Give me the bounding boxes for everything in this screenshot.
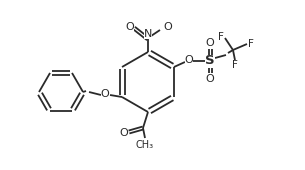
Text: O: O: [101, 89, 109, 99]
Text: F: F: [218, 32, 224, 42]
Text: N: N: [144, 29, 152, 39]
Text: CH₃: CH₃: [136, 140, 154, 150]
Text: O: O: [120, 128, 128, 138]
Text: F: F: [232, 60, 238, 70]
Text: O: O: [206, 38, 214, 48]
Text: O: O: [185, 55, 193, 65]
Text: O: O: [163, 22, 172, 32]
Text: O: O: [206, 74, 214, 84]
Text: F: F: [248, 39, 254, 49]
Text: S: S: [205, 55, 215, 67]
Text: O: O: [126, 22, 135, 32]
